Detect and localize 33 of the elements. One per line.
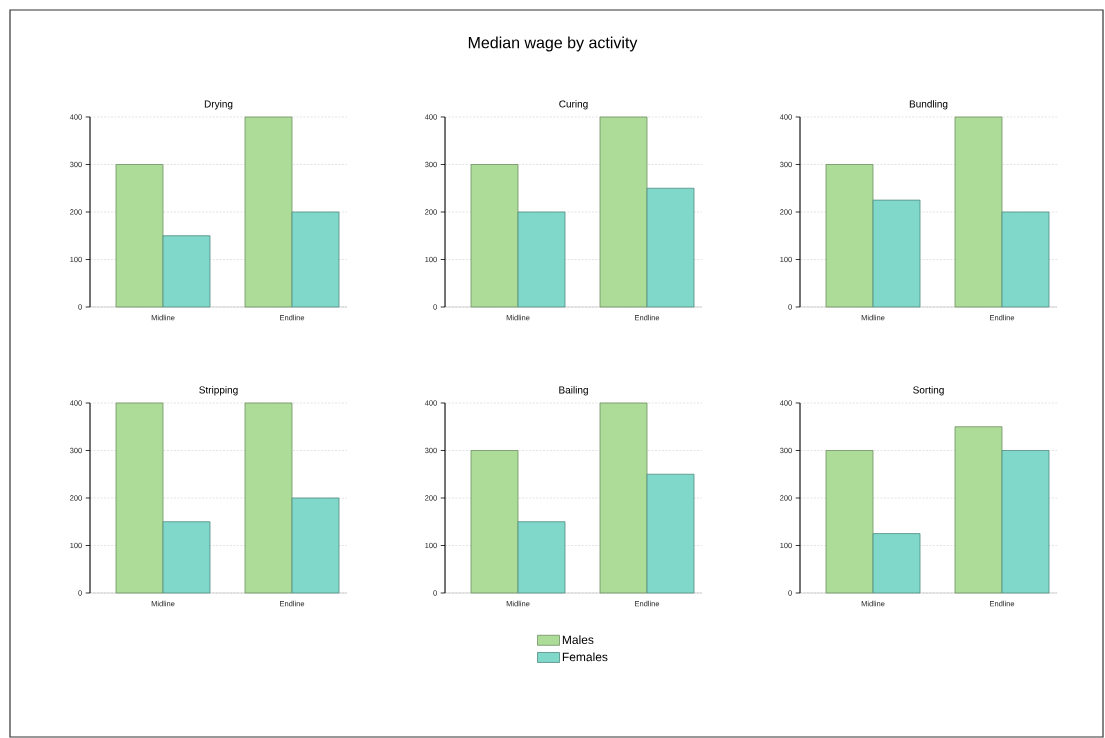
chart-title: Drying [204,100,233,110]
bar [291,211,340,308]
bar [115,164,164,308]
chart-title: Stripping [199,386,238,396]
bar [599,116,648,308]
bar [825,164,874,308]
bar [517,211,566,308]
bar [162,235,211,308]
bar [872,533,921,594]
bar [954,426,1003,594]
bar [1001,211,1050,308]
bar [244,116,293,308]
chart-title: Curing [559,100,588,110]
bar [517,521,566,594]
chart-title: Sorting [913,386,944,396]
legend-label: Males [562,635,594,644]
legend-label: Females [562,652,608,662]
bar [162,521,211,594]
chart-title: Bundling [909,100,948,110]
bar [1001,450,1050,594]
bar [470,450,519,594]
text: Median wage by activity [468,36,638,52]
bar [646,473,695,594]
bar [646,187,695,308]
bar [599,402,648,594]
bar [291,497,340,594]
bar [244,402,293,594]
bar [825,450,874,594]
bar [872,199,921,308]
chart-title: Bailing [559,386,588,396]
bar [470,164,519,308]
bar [115,402,164,594]
bar [954,116,1003,308]
